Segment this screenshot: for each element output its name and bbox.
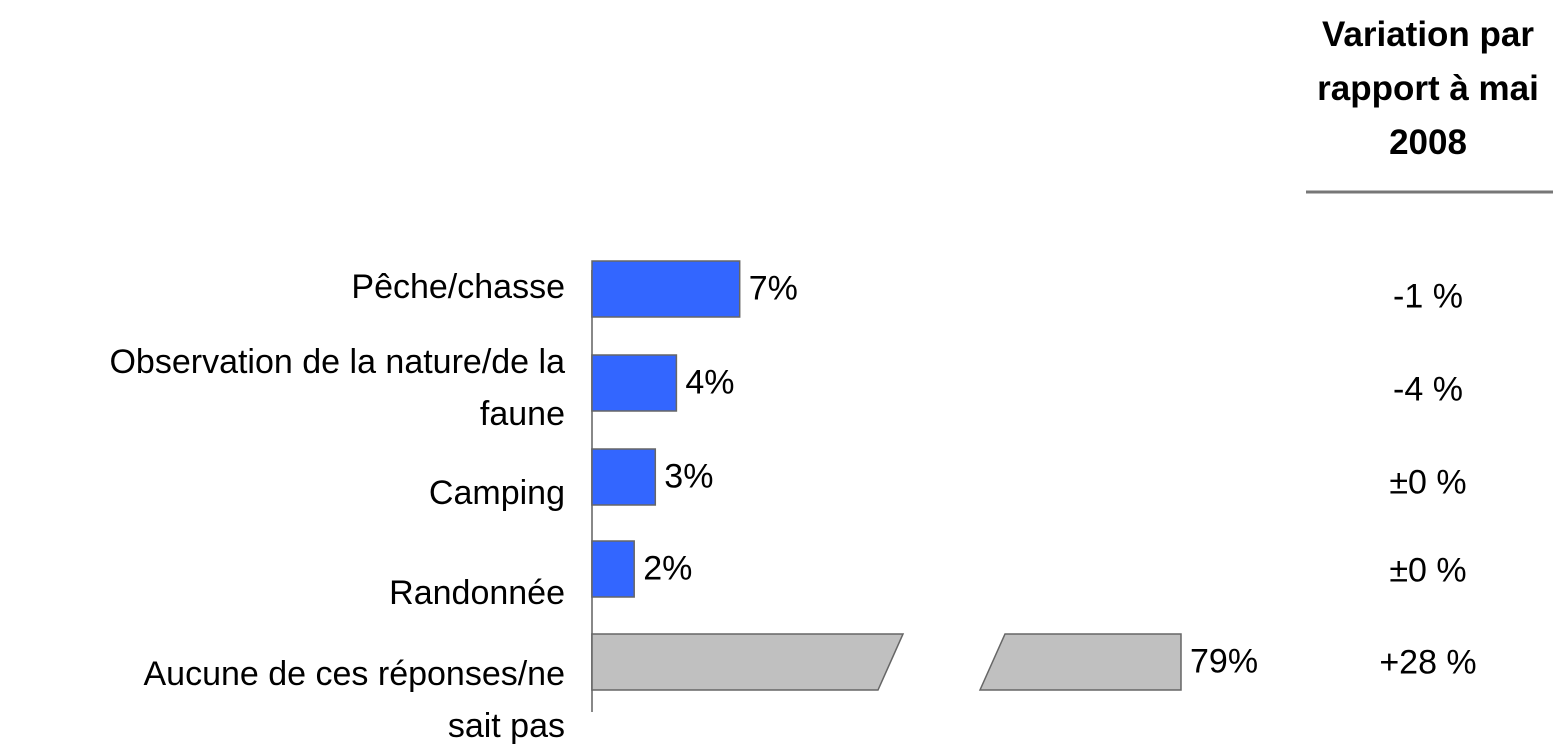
category-label: Aucune de ces réponses/ne sait pas <box>143 655 565 745</box>
variation-value: -4 % <box>1393 370 1463 409</box>
bar-part <box>591 633 905 691</box>
category-label: Camping <box>428 474 565 512</box>
value-label: 79% <box>1190 642 1259 681</box>
category-label: Randonnée <box>389 574 565 612</box>
bar <box>591 354 678 412</box>
variation-value: +28 % <box>1379 643 1477 682</box>
variation-value: ±0 % <box>1389 463 1467 502</box>
value-label: 7% <box>748 269 798 308</box>
value-label: 4% <box>685 363 735 402</box>
variation-header: Variation par rapport à mai 2008 <box>1317 15 1539 162</box>
value-label: 3% <box>664 457 714 496</box>
bar <box>591 540 635 598</box>
category-label: Pêche/chasse <box>351 268 565 306</box>
bar <box>591 260 741 318</box>
variation-value: -1 % <box>1393 277 1463 316</box>
value-label: 2% <box>643 549 693 588</box>
bar <box>591 448 657 506</box>
category-label: Observation de la nature/de la faune <box>109 343 565 433</box>
variation-value: ±0 % <box>1389 551 1467 590</box>
bar-part <box>978 633 1182 691</box>
